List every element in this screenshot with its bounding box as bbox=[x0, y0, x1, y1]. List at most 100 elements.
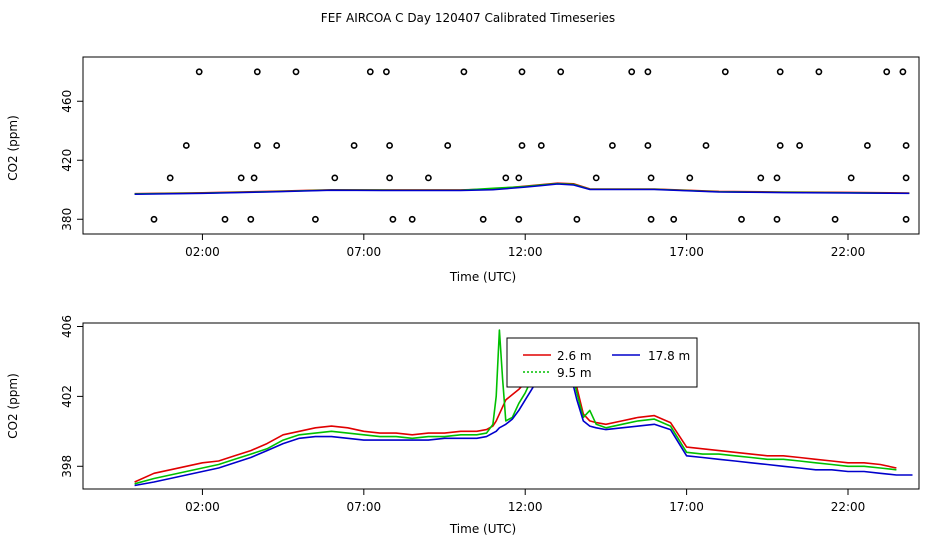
flag-point bbox=[670, 215, 678, 223]
flag-point bbox=[221, 215, 229, 223]
flag-point bbox=[518, 142, 526, 149]
flag-point bbox=[237, 174, 245, 182]
flag-point bbox=[386, 142, 393, 149]
flag-point bbox=[899, 68, 907, 76]
flag-point bbox=[311, 215, 319, 223]
x-tick-label: 17:00 bbox=[669, 245, 704, 259]
figure-title: FEF AIRCOA C Day 120407 Calibrated Times… bbox=[321, 11, 615, 25]
flag-point bbox=[195, 68, 203, 76]
flag-point bbox=[776, 142, 784, 149]
x-tick-label: 07:00 bbox=[347, 500, 382, 514]
flag-point bbox=[902, 215, 910, 223]
flag-point bbox=[292, 68, 300, 76]
y-tick-label: 420 bbox=[60, 149, 74, 172]
flag-point bbox=[502, 174, 510, 182]
top-panel: 02:00 07:00 12:00 17:00 22:00 380 420 460 Time… bbox=[6, 56, 920, 284]
y-tick-label: 402 bbox=[60, 385, 74, 408]
flag-point bbox=[182, 142, 190, 149]
flag-point bbox=[408, 215, 416, 223]
y-tick-label: 380 bbox=[60, 208, 74, 231]
flag-point bbox=[796, 142, 803, 149]
top-x-axis-label: Time (UTC) bbox=[449, 270, 516, 284]
flag-point bbox=[592, 174, 600, 182]
flag-point bbox=[424, 174, 432, 182]
flag-point bbox=[831, 215, 839, 223]
flag-point bbox=[628, 68, 636, 76]
flag-point bbox=[382, 68, 390, 76]
flag-point bbox=[253, 142, 261, 149]
flag-point bbox=[515, 174, 523, 182]
flag-point bbox=[902, 174, 910, 182]
flag-point bbox=[250, 174, 258, 182]
flag-point bbox=[864, 142, 871, 149]
bottom-y-axis-label: CO2 (ppm) bbox=[6, 373, 20, 439]
x-tick-label: 12:00 bbox=[508, 500, 543, 514]
y-tick-label: 398 bbox=[60, 455, 74, 478]
flag-point bbox=[460, 68, 468, 76]
top-y-axis-label: CO2 (ppm) bbox=[6, 115, 20, 181]
legend-box bbox=[506, 337, 698, 388]
flag-point bbox=[247, 215, 255, 223]
bottom-y-axis: 398 402 406 bbox=[60, 315, 83, 478]
flag-point bbox=[647, 215, 655, 223]
top-plot-frame bbox=[82, 56, 920, 235]
bottom-series-line-9-5-m bbox=[134, 329, 897, 485]
flag-point bbox=[757, 174, 765, 182]
flag-point bbox=[515, 215, 523, 223]
top-x-axis: 02:00 07:00 12:00 17:00 22:00 bbox=[185, 234, 865, 259]
flag-point bbox=[573, 215, 581, 223]
x-tick-label: 17:00 bbox=[669, 500, 704, 514]
flag-point bbox=[166, 174, 174, 182]
flag-point bbox=[366, 68, 374, 76]
flag-point bbox=[647, 174, 655, 182]
flag-point bbox=[644, 142, 652, 149]
flag-point bbox=[815, 68, 823, 76]
flag-point bbox=[386, 174, 393, 182]
flag-point bbox=[773, 215, 781, 223]
y-tick-label: 406 bbox=[60, 315, 74, 338]
flag-point bbox=[518, 68, 526, 76]
x-tick-label: 22:00 bbox=[831, 245, 866, 259]
flag-point bbox=[644, 68, 652, 76]
flag-point bbox=[702, 142, 710, 149]
flag-point bbox=[389, 215, 397, 223]
flag-point bbox=[902, 142, 910, 149]
bottom-x-axis: 02:00 07:00 12:00 17:00 22:00 bbox=[185, 489, 865, 514]
y-tick-label: 460 bbox=[60, 90, 74, 113]
flag-point bbox=[721, 68, 729, 76]
x-tick-label: 02:00 bbox=[185, 245, 220, 259]
flag-point bbox=[776, 68, 784, 76]
flag-point bbox=[537, 142, 545, 149]
legend-label-17-8m: 17.8 m bbox=[648, 349, 690, 363]
flag-point bbox=[350, 142, 358, 149]
flag-point bbox=[883, 68, 891, 76]
flag-point bbox=[609, 142, 616, 149]
flag-point bbox=[273, 142, 281, 149]
bottom-plot-frame bbox=[82, 322, 920, 490]
flag-point bbox=[150, 215, 158, 223]
flag-point bbox=[479, 215, 487, 223]
top-series-lines bbox=[134, 182, 910, 195]
flag-point bbox=[253, 68, 261, 76]
flag-point bbox=[773, 174, 781, 182]
x-tick-label: 07:00 bbox=[347, 245, 382, 259]
top-y-axis: 380 420 460 bbox=[60, 90, 83, 231]
top-series-line-17-8-m bbox=[134, 183, 910, 195]
legend-label-9-5m: 9.5 m bbox=[557, 366, 592, 380]
legend: 2.6 m 17.8 m 9.5 m bbox=[506, 337, 698, 388]
bottom-x-axis-label: Time (UTC) bbox=[449, 522, 516, 536]
x-tick-label: 02:00 bbox=[185, 500, 220, 514]
top-flag-points bbox=[150, 68, 910, 223]
flag-point bbox=[738, 215, 745, 223]
flag-point bbox=[444, 142, 452, 149]
flag-point bbox=[686, 174, 694, 182]
bottom-panel: 02:00 07:00 12:00 17:00 22:00 398 402 406 Time… bbox=[6, 315, 920, 536]
x-tick-label: 12:00 bbox=[508, 245, 543, 259]
x-tick-label: 22:00 bbox=[831, 500, 866, 514]
flag-point bbox=[557, 68, 565, 76]
bottom-series-line-17-8-m bbox=[134, 355, 913, 487]
flag-point bbox=[847, 174, 855, 182]
flag-point bbox=[331, 174, 339, 182]
legend-label-2-6m: 2.6 m bbox=[557, 349, 592, 363]
